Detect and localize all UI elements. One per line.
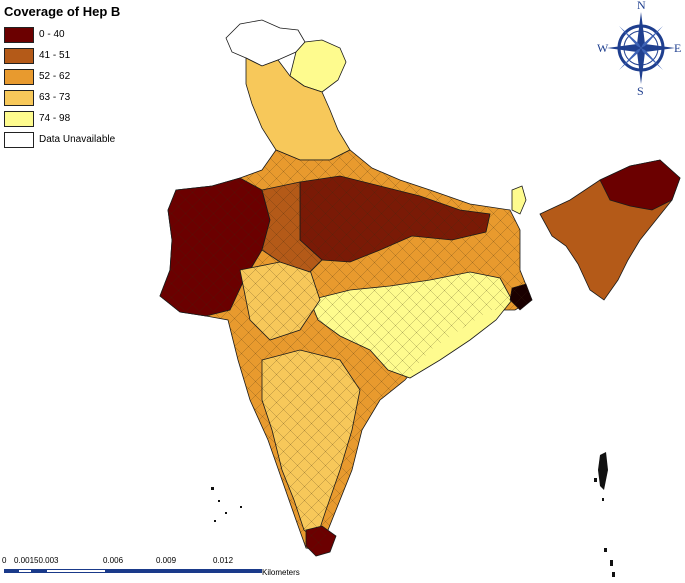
legend-label: Data Unavailable xyxy=(39,134,116,145)
lakshadweep-islands xyxy=(211,487,242,522)
map-legend: Coverage of Hep B 0 - 40 41 - 51 52 - 62… xyxy=(4,4,120,151)
scale-tick: 0.006 xyxy=(103,556,124,565)
legend-item: 0 - 40 xyxy=(4,25,120,44)
region-northeast-dark xyxy=(599,159,681,211)
legend-item: 74 - 98 xyxy=(4,109,120,128)
region-jammu-kashmir-unavailable xyxy=(225,19,306,67)
legend-swatch xyxy=(4,68,34,85)
scale-tick: 0.009 xyxy=(156,556,177,565)
legend-swatch xyxy=(4,89,34,106)
scale-segment xyxy=(32,569,46,573)
scale-segment xyxy=(18,569,32,573)
compass-south-label: S xyxy=(637,84,644,96)
legend-title: Coverage of Hep B xyxy=(4,4,121,19)
legend-swatch xyxy=(4,110,34,127)
scale-segment xyxy=(46,569,106,573)
scale-segment xyxy=(106,569,262,573)
region-sikkim xyxy=(511,185,527,215)
scale-tick: 0 xyxy=(2,556,7,565)
scale-segment xyxy=(4,569,18,573)
legend-item: 41 - 51 xyxy=(4,46,120,65)
scale-tick: 0.00150.003 xyxy=(14,556,59,565)
legend-item: 63 - 73 xyxy=(4,88,120,107)
compass-rose-icon: N S W E xyxy=(597,0,681,96)
region-north xyxy=(245,57,351,161)
legend-label: 0 - 40 xyxy=(39,29,65,40)
legend-label: 63 - 73 xyxy=(39,92,71,103)
legend-item: 52 - 62 xyxy=(4,67,120,86)
legend-label: 74 - 98 xyxy=(39,113,71,124)
legend-swatch xyxy=(4,131,34,148)
compass-east-label: E xyxy=(674,41,681,55)
andaman-nicobar-islands xyxy=(594,452,615,577)
compass-north-label: N xyxy=(637,0,646,12)
compass-west-label: W xyxy=(597,41,609,55)
scale-bar: 0 0.00150.003 0.006 0.009 0.012 Kilomete… xyxy=(0,556,300,583)
scale-unit-label: Kilometers xyxy=(262,568,300,577)
legend-item: Data Unavailable xyxy=(4,130,120,149)
district-boundaries xyxy=(160,150,532,550)
legend-label: 52 - 62 xyxy=(39,71,71,82)
scale-tick: 0.012 xyxy=(213,556,234,565)
legend-swatch xyxy=(4,47,34,64)
legend-label: 41 - 51 xyxy=(39,50,71,61)
legend-swatch xyxy=(4,26,34,43)
